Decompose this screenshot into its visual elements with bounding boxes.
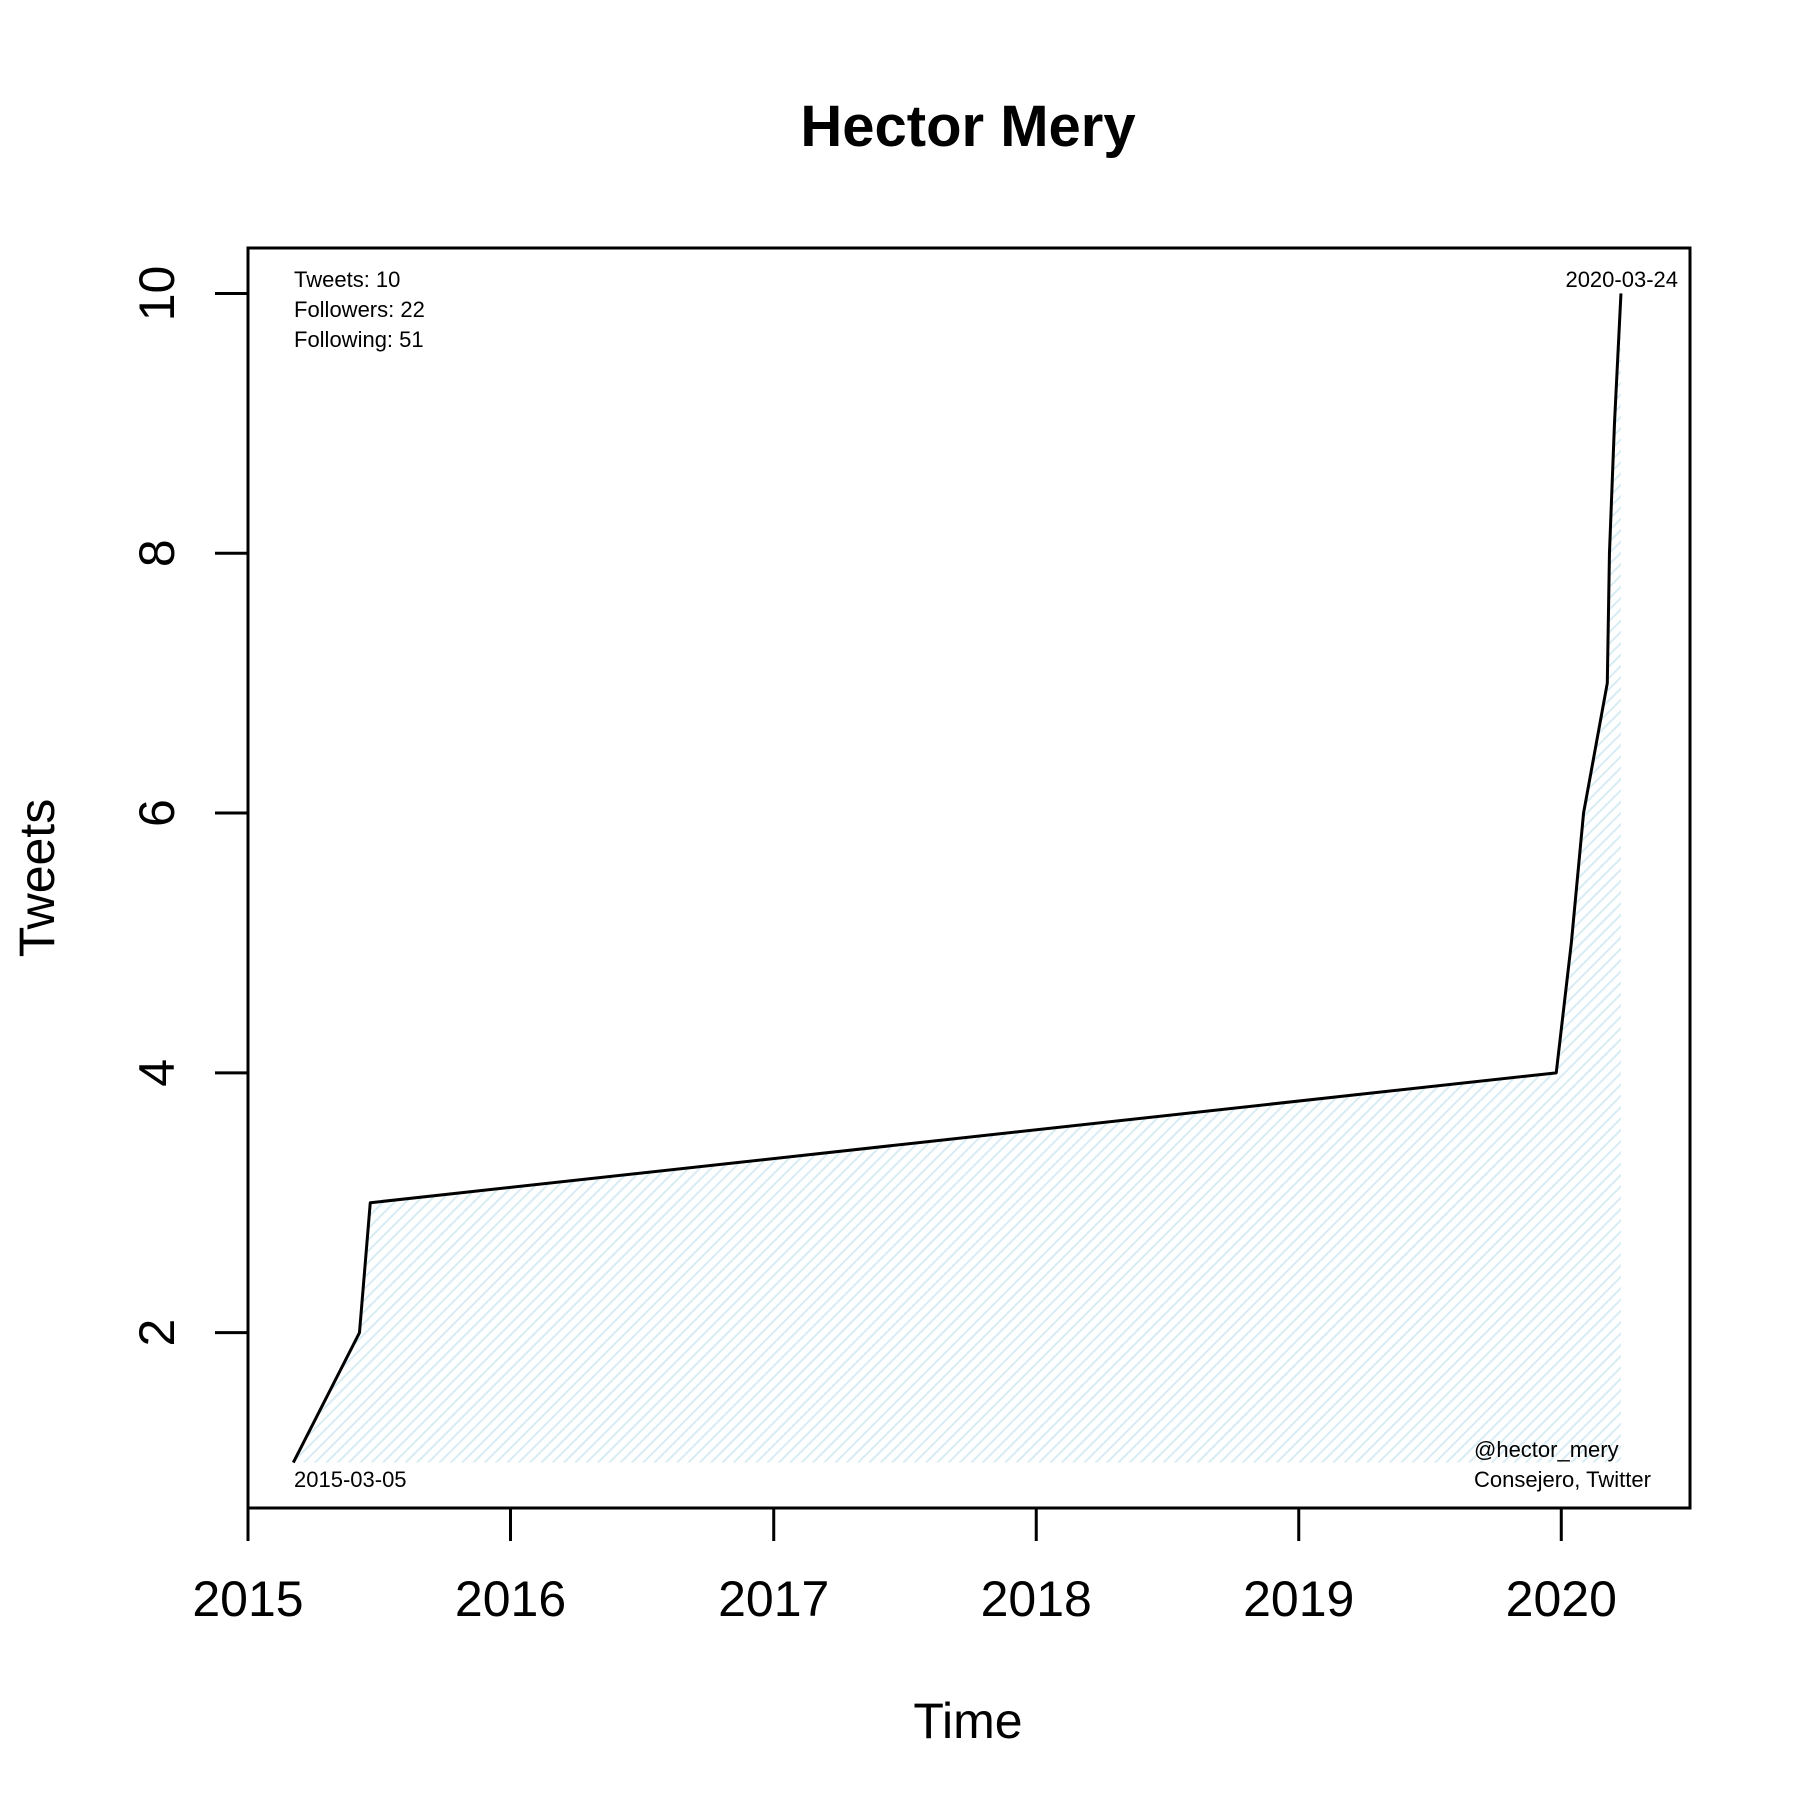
y-tick-label-8: 8: [129, 539, 185, 567]
end-date-label: 2020-03-24: [1565, 267, 1678, 292]
stats-tweets: Tweets: 10: [294, 267, 400, 292]
y-axis-title: Tweets: [9, 799, 65, 957]
y-axis: 2 4 6 8 10: [129, 266, 250, 1347]
x-axis-title: Time: [913, 1693, 1022, 1749]
stats-followers: Followers: 22: [294, 297, 425, 322]
line-layer: [291, 293, 1623, 1464]
credit-source: Consejero, Twitter: [1474, 1467, 1651, 1492]
y-tick-label-4: 4: [129, 1059, 185, 1087]
stats-following: Following: 51: [294, 327, 424, 352]
x-tick-label-2015: 2015: [192, 1571, 303, 1627]
x-axis: 2015 2016 2017 2018 2019 2020: [192, 1506, 1617, 1627]
y-tick-label-10: 10: [129, 266, 185, 322]
y-tick-label-6: 6: [129, 799, 185, 827]
x-tick-label-2019: 2019: [1243, 1571, 1354, 1627]
tweets-line: [291, 293, 1623, 1464]
x-tick-label-2018: 2018: [981, 1571, 1092, 1627]
start-date-label: 2015-03-05: [294, 1467, 407, 1492]
tweets-area: [293, 293, 1621, 1463]
x-tick-label-2020: 2020: [1506, 1571, 1617, 1627]
chart-title: Hector Mery: [800, 94, 1135, 159]
credit-handle: @hector_mery: [1474, 1437, 1619, 1462]
x-tick-label-2017: 2017: [718, 1571, 829, 1627]
x-tick-label-2016: 2016: [455, 1571, 566, 1627]
area-layer: [293, 293, 1621, 1463]
y-tick-label-2: 2: [129, 1319, 185, 1347]
